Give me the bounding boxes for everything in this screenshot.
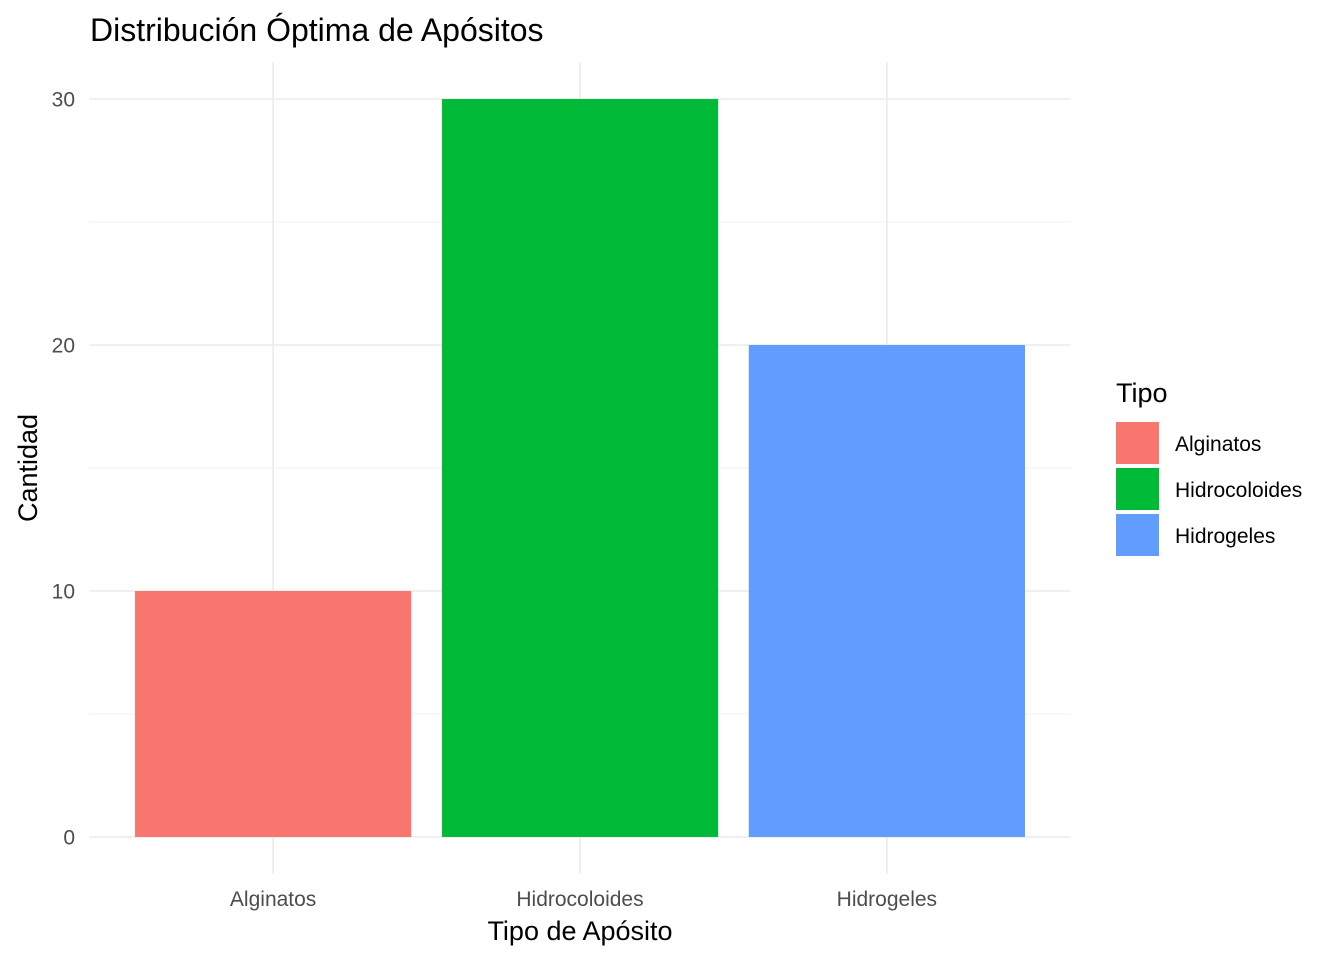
x-axis-ticks: Alginatos Hidrocoloides Hidrogeles xyxy=(230,888,937,911)
y-tick-label: 0 xyxy=(63,827,75,850)
y-axis-title: Cantidad xyxy=(13,414,43,522)
y-tick-label: 30 xyxy=(52,89,75,112)
y-axis-ticks: 0 10 20 30 xyxy=(52,89,75,850)
chart-title: Distribución Óptima de Apósitos xyxy=(90,12,544,48)
legend-key xyxy=(1116,422,1159,464)
x-tick-label: Hidrogeles xyxy=(837,888,937,911)
legend-key xyxy=(1116,468,1159,510)
bar-hidrogeles xyxy=(748,345,1025,837)
legend-title: Tipo xyxy=(1116,378,1168,408)
bar-alginatos xyxy=(135,591,412,837)
legend-items: Alginatos Hidrocoloides Hidrogeles xyxy=(1116,422,1302,556)
x-tick-label: Hidrocoloides xyxy=(516,888,643,911)
x-axis-title: Tipo de Apósito xyxy=(487,916,672,946)
legend: Tipo Alginatos Hidrocoloides Hidrogeles xyxy=(1116,378,1302,556)
y-tick-label: 10 xyxy=(52,581,75,604)
legend-key xyxy=(1116,514,1159,556)
bar-hidrocoloides xyxy=(441,99,719,837)
legend-label: Hidrogeles xyxy=(1175,525,1275,548)
x-tick-label: Alginatos xyxy=(230,888,316,911)
legend-label: Hidrocoloides xyxy=(1175,479,1302,502)
legend-label: Alginatos xyxy=(1175,433,1261,456)
bars xyxy=(135,99,1025,837)
y-tick-label: 20 xyxy=(52,335,75,358)
